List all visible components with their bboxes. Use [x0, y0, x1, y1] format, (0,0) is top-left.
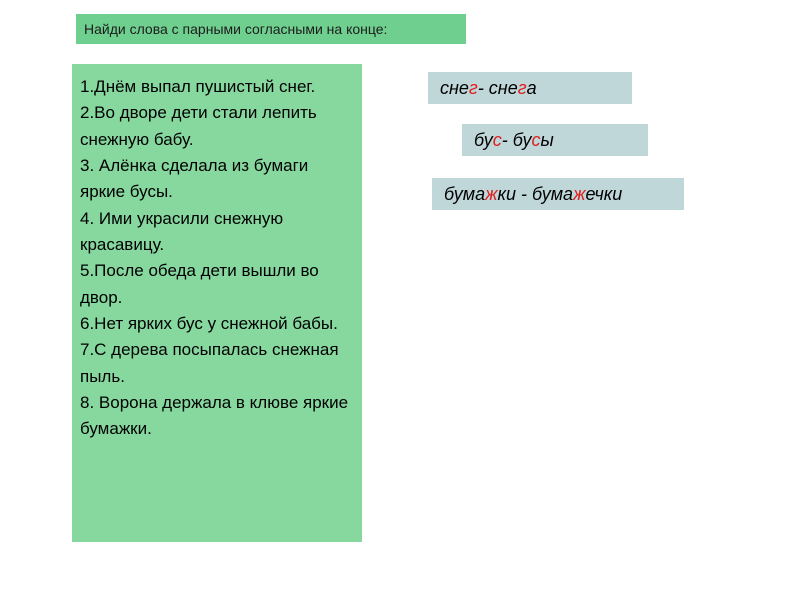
instruction-header: Найди слова с парными согласными на конц…	[76, 14, 466, 44]
answer-text: сне	[440, 78, 469, 99]
highlighted-letter: с	[493, 130, 502, 151]
answer-box-2: бус - бусы	[462, 124, 648, 156]
sentences-panel: 1.Днём выпал пушистый снег. 2.Во дворе д…	[72, 64, 362, 542]
answer-box-1: снег - снега	[428, 72, 632, 104]
answer-text: ы	[540, 130, 553, 151]
sentences-text: 1.Днём выпал пушистый снег. 2.Во дворе д…	[80, 74, 354, 443]
highlighted-letter: г	[518, 78, 527, 99]
highlighted-letter: ж	[573, 184, 585, 205]
highlighted-letter: г	[469, 78, 478, 99]
highlighted-letter: с	[531, 130, 540, 151]
highlighted-letter: ж	[485, 184, 497, 205]
answer-text: - бу	[502, 130, 532, 151]
answer-box-3: бумажки - бумажечки	[432, 178, 684, 210]
answer-text: а	[527, 78, 537, 99]
answer-text: бу	[474, 130, 493, 151]
answer-text: бума	[444, 184, 485, 205]
instruction-text: Найди слова с парными согласными на конц…	[84, 21, 387, 37]
answer-text: ки - бума	[497, 184, 573, 205]
answer-text: - сне	[478, 78, 518, 99]
answer-text: ечки	[585, 184, 622, 205]
